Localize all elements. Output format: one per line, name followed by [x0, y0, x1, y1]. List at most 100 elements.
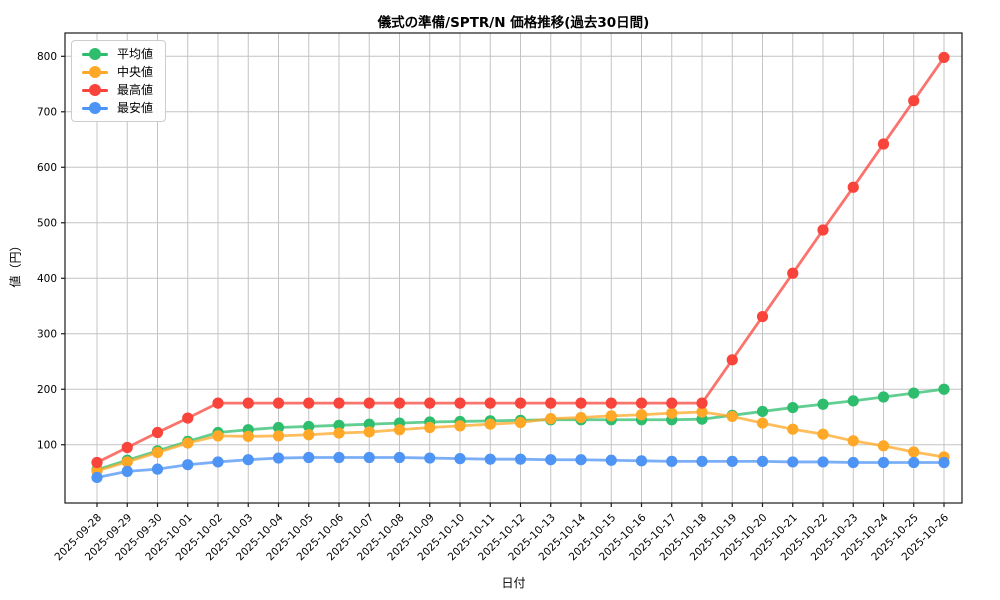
legend-item: 最高値 — [82, 84, 153, 96]
data-point — [908, 387, 920, 399]
data-point — [605, 454, 617, 466]
data-point — [575, 397, 587, 409]
data-point — [847, 456, 859, 469]
y-tick-label: 300 — [37, 329, 57, 341]
axes-border — [64, 32, 963, 504]
data-point — [514, 416, 527, 429]
data-point — [787, 401, 799, 414]
data-point — [393, 424, 406, 436]
data-point — [635, 409, 648, 421]
data-point — [182, 459, 194, 471]
y-tick-label: 800 — [37, 51, 57, 63]
data-point — [787, 456, 799, 468]
y-tick-label: 400 — [37, 273, 57, 285]
data-point — [726, 455, 738, 467]
data-point — [817, 398, 829, 410]
data-point — [938, 51, 950, 64]
data-point — [756, 405, 769, 418]
data-point — [303, 420, 315, 433]
data-point — [454, 453, 466, 465]
data-point — [91, 471, 103, 484]
data-point — [91, 456, 103, 469]
data-point — [121, 456, 133, 468]
data-point — [303, 397, 315, 409]
data-point — [756, 417, 769, 429]
data-point — [363, 426, 375, 438]
legend-item: 平均値 — [82, 48, 153, 60]
legend-line-marker-icon — [82, 48, 108, 60]
y-tick-label: 500 — [37, 218, 57, 230]
data-point — [272, 421, 285, 434]
data-point — [635, 455, 648, 467]
data-point — [212, 456, 224, 468]
data-point — [363, 451, 375, 464]
data-point — [363, 397, 375, 409]
y-axis-label: 値（円） — [8, 239, 23, 288]
data-point — [333, 397, 345, 409]
data-point — [151, 426, 164, 439]
data-point — [877, 138, 890, 150]
data-point — [303, 451, 315, 464]
data-point — [605, 410, 617, 422]
legend-label: 平均値 — [117, 47, 154, 61]
data-point — [817, 224, 829, 236]
data-point — [242, 397, 254, 409]
legend-label: 最高値 — [117, 83, 154, 97]
data-point — [272, 452, 285, 464]
data-point — [333, 427, 345, 439]
data-point — [938, 383, 950, 395]
legend: 平均値中央値最高値最安値 — [71, 40, 167, 122]
data-point — [121, 441, 133, 454]
data-point — [877, 456, 890, 469]
data-point — [424, 452, 436, 464]
legend-item: 最安値 — [82, 102, 153, 114]
data-point — [454, 420, 466, 432]
data-point — [666, 397, 678, 409]
data-point — [756, 455, 769, 467]
data-point — [303, 429, 315, 441]
data-point — [121, 465, 133, 477]
data-point — [514, 397, 527, 409]
data-point — [726, 354, 738, 366]
data-point — [363, 418, 375, 430]
data-point — [424, 421, 436, 434]
y-tick-label: 700 — [37, 107, 57, 119]
data-point — [726, 410, 738, 423]
data-point — [908, 456, 920, 469]
y-tick-label: 200 — [37, 384, 57, 396]
data-point — [514, 453, 527, 465]
data-point — [817, 428, 829, 440]
data-point — [545, 413, 557, 425]
data-point — [817, 456, 829, 468]
data-point — [182, 412, 194, 424]
data-point — [272, 430, 285, 442]
data-point — [272, 397, 285, 409]
legend-line-marker-icon — [82, 102, 108, 114]
data-point — [242, 430, 254, 443]
data-point — [938, 456, 950, 469]
data-point — [877, 440, 890, 452]
data-point — [605, 397, 617, 409]
data-point — [151, 463, 164, 475]
data-point — [393, 451, 406, 464]
data-point — [756, 310, 769, 323]
data-point — [696, 455, 708, 467]
data-point — [787, 423, 799, 435]
data-point — [393, 397, 406, 409]
data-point — [847, 395, 859, 407]
legend-line-marker-icon — [82, 66, 108, 78]
data-point — [847, 181, 859, 193]
legend-item: 中央値 — [82, 66, 153, 78]
data-point — [696, 406, 708, 418]
data-point — [847, 435, 859, 447]
legend-label: 中央値 — [117, 65, 154, 79]
data-point — [182, 437, 194, 449]
data-point — [635, 397, 648, 409]
legend-label: 最安値 — [117, 101, 154, 115]
data-point — [424, 397, 436, 409]
data-point — [484, 397, 496, 409]
data-point — [484, 453, 496, 465]
data-point — [787, 267, 799, 279]
